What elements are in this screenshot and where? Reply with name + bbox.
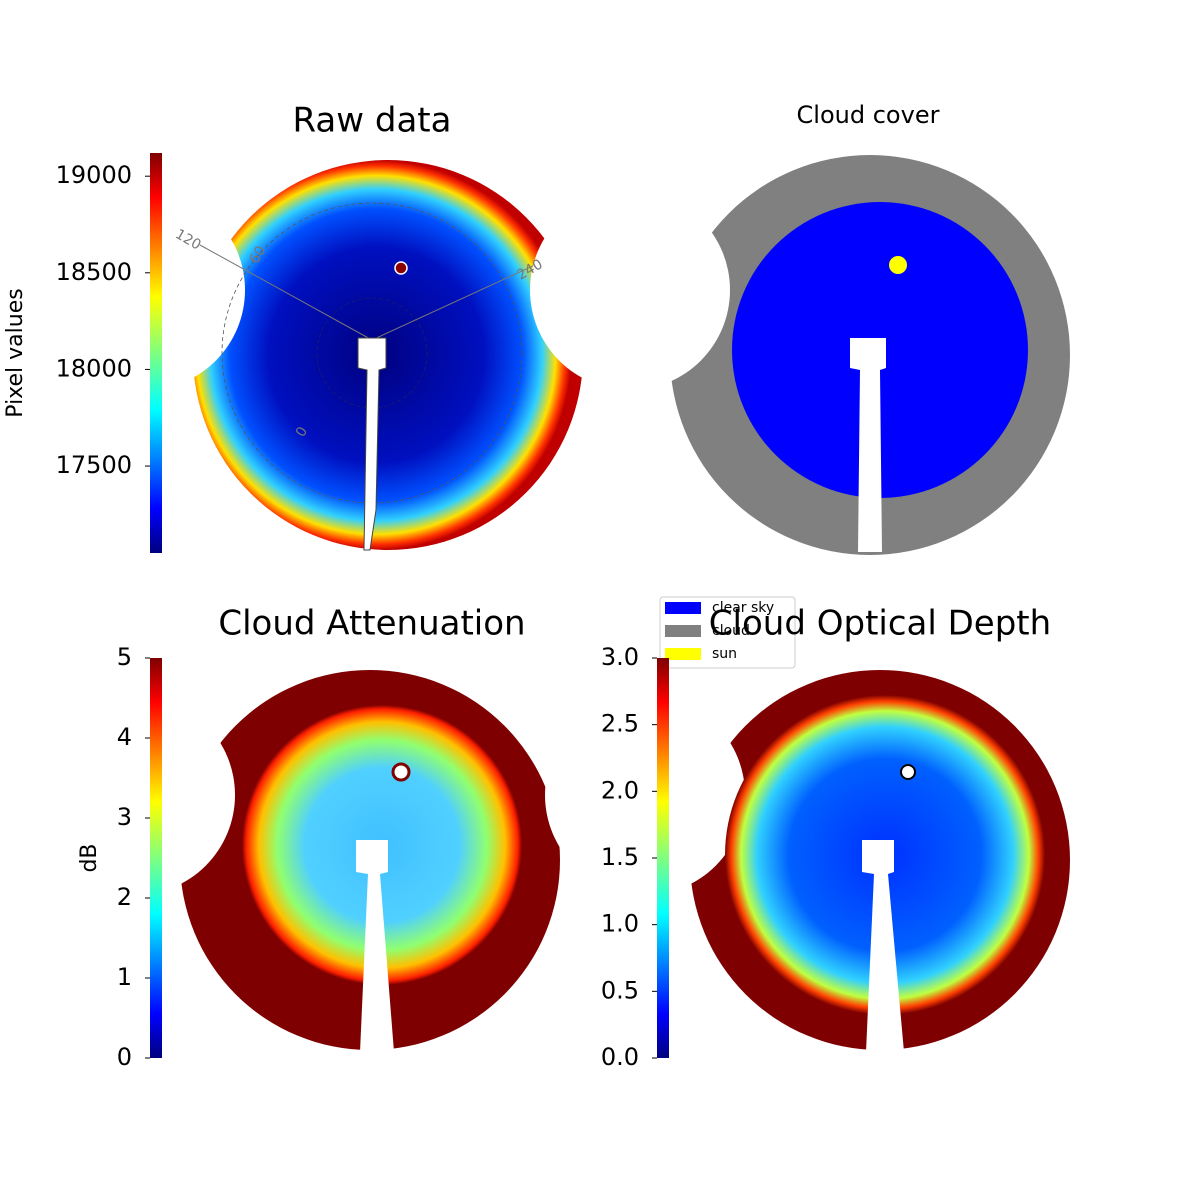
- legend-label: clear sky: [712, 600, 774, 616]
- colorbar-tick-label: 0: [117, 1043, 132, 1071]
- panel-title: Cloud cover: [797, 101, 940, 129]
- raw-image: [45, 160, 583, 551]
- colorbar-tick-label: 2.5: [601, 710, 639, 738]
- colorbar-tick-label: 2.0: [601, 776, 639, 804]
- panel-title: Cloud Optical Depth: [709, 604, 1051, 644]
- attenuation-image: [35, 670, 560, 1052]
- colorbar-label: Pixel values: [3, 288, 28, 417]
- polar-label: 60: [247, 243, 270, 266]
- legend-label: sun: [712, 646, 737, 662]
- panel-title: Raw data: [293, 101, 452, 141]
- colorbar-tick-label: 2: [117, 883, 132, 911]
- colorbar: [150, 658, 162, 1058]
- colorbar-tick-label: 0.0: [601, 1043, 639, 1071]
- cloud-cover-image: [530, 155, 1070, 555]
- colorbar-tick-label: 18500: [56, 258, 132, 286]
- colorbar-tick-label: 3: [117, 803, 132, 831]
- colorbar-tick-label: 5: [117, 643, 132, 671]
- colorbar-tick-label: 3.0: [601, 643, 639, 671]
- colorbar-tick-label: 1.0: [601, 910, 639, 938]
- colorbar-tick-label: 17500: [56, 451, 132, 479]
- legend-swatch: [665, 625, 701, 637]
- colorbar-tick-label: 4: [117, 723, 132, 751]
- colorbar: [657, 658, 669, 1058]
- legend-label: cloud: [712, 623, 750, 639]
- legend-swatch: [665, 602, 701, 614]
- colorbar-tick-label: 19000: [56, 161, 132, 189]
- colorbar-label: dB: [77, 843, 102, 872]
- colorbar-tick-label: 1.5: [601, 843, 639, 871]
- colorbar: [150, 153, 162, 553]
- legend-swatch: [665, 648, 701, 660]
- colorbar-tick-label: 1: [117, 963, 132, 991]
- panel-title: Cloud Attenuation: [218, 604, 525, 644]
- colorbar-tick-label: 0.5: [601, 976, 639, 1004]
- optical-depth-image: [545, 670, 1070, 1052]
- colorbar-tick-label: 18000: [56, 354, 132, 382]
